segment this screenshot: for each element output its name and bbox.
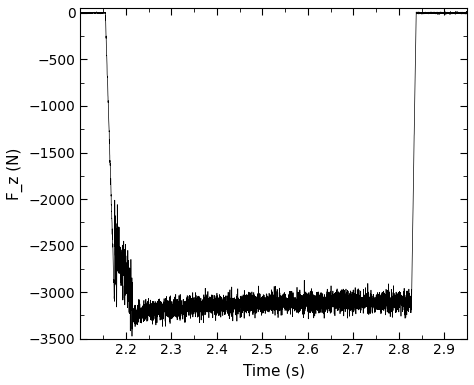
Y-axis label: F_z (N): F_z (N) — [7, 147, 23, 200]
X-axis label: Time (s): Time (s) — [243, 363, 305, 378]
